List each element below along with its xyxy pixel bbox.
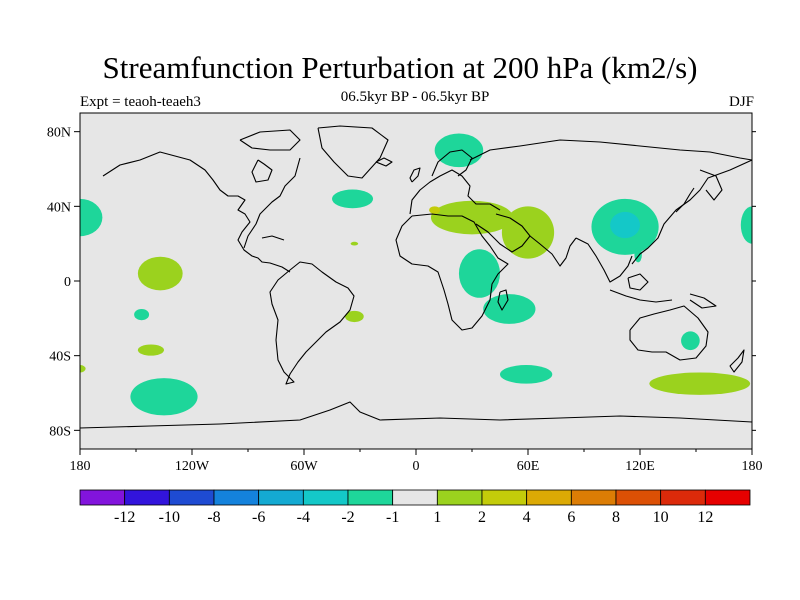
coastlines xyxy=(80,125,752,429)
colorbar-label: 8 xyxy=(612,509,620,526)
colorbar-swatch xyxy=(704,489,751,506)
x-tick-label: 180 xyxy=(742,459,763,474)
coast-north-america-east xyxy=(243,157,301,249)
colorbar-label: -2 xyxy=(341,509,354,526)
y-tick-label: 0 xyxy=(64,275,71,290)
contour-region-6 xyxy=(130,378,198,416)
y-tick-label: 40N xyxy=(47,200,71,215)
coast-north-america xyxy=(102,151,291,273)
colorbar-label: 10 xyxy=(653,509,669,526)
colorbar-swatch xyxy=(660,489,706,506)
colorbar-label: -12 xyxy=(114,509,135,526)
coast-kamchatka xyxy=(699,169,723,201)
contour-region-4 xyxy=(137,344,164,356)
colorbar-swatch xyxy=(302,489,349,506)
colorbar-swatch xyxy=(436,489,483,506)
contour-region-15 xyxy=(483,294,536,324)
colorbar-label: -8 xyxy=(207,509,220,526)
contour-region-9 xyxy=(345,310,364,323)
coast-hudson-bay xyxy=(251,159,273,183)
contour-region-21 xyxy=(649,372,751,395)
colorbar-swatch xyxy=(124,489,170,506)
y-tick-label: 80N xyxy=(47,126,71,141)
coast-uk xyxy=(409,167,421,183)
coast-new-guinea xyxy=(689,293,717,309)
y-tick-label: 40S xyxy=(49,350,71,365)
colorbar-swatch xyxy=(481,489,528,506)
x-tick-label: 60W xyxy=(290,459,318,474)
coast-europe xyxy=(409,169,501,215)
colorbar-label: 1 xyxy=(433,509,441,526)
coast-antarctica xyxy=(80,401,752,429)
coast-australia xyxy=(629,305,709,361)
colorbar-swatch xyxy=(168,489,215,506)
coast-asia-north xyxy=(469,139,752,161)
experiment-label: Expt = teaoh-teaeh3 xyxy=(80,94,201,110)
colorbar-swatch xyxy=(79,489,126,506)
contour-region-2 xyxy=(137,256,183,291)
colorbar-swatch xyxy=(570,489,617,506)
colorbar-swatch xyxy=(526,489,572,506)
period-label: 06.5kyr BP - 06.5kyr BP xyxy=(340,89,490,105)
colorbar-label: 2 xyxy=(478,509,486,526)
x-tick-label: 120W xyxy=(175,459,210,474)
colorbar-swatch xyxy=(258,489,304,506)
colorbar-swatch xyxy=(213,489,260,506)
colorbar-swatch xyxy=(392,489,438,506)
coast-india xyxy=(529,235,577,267)
x-tick-label: 120E xyxy=(625,459,655,474)
contour-region-17 xyxy=(610,211,640,239)
coast-borneo xyxy=(627,273,649,291)
contour-region-20 xyxy=(500,365,553,384)
colorbar-swatch xyxy=(347,489,394,506)
contour-region-19 xyxy=(681,331,700,351)
coast-new-zealand xyxy=(729,349,745,373)
contour-region-5 xyxy=(80,365,86,373)
coast-japan xyxy=(675,187,695,213)
contour-region-14 xyxy=(458,249,500,298)
coast-arabia xyxy=(475,213,531,253)
season-label: DJF xyxy=(728,94,754,110)
coast-madagascar xyxy=(497,289,509,311)
coast-cuba xyxy=(261,235,285,241)
colorbar-label: -1 xyxy=(386,509,399,526)
coast-arctic-islands xyxy=(239,129,301,151)
coast-scandinavia xyxy=(431,149,473,177)
contour-region-11 xyxy=(430,200,514,235)
colorbar-label: -4 xyxy=(297,509,310,526)
x-tick-label: 0 xyxy=(413,459,420,474)
contour-region-8 xyxy=(350,241,359,246)
plot-title: Streamfunction Perturbation at 200 hPa (… xyxy=(102,50,698,85)
colorbar: -12 -10 -8 -6 -4 -2 -1 1 2 4 6 8 10 12 xyxy=(79,489,751,526)
coast-africa xyxy=(395,213,509,331)
x-tick-label: 180 xyxy=(70,459,91,474)
coast-iceland xyxy=(375,157,393,167)
colorbar-label: 12 xyxy=(697,509,713,526)
coast-southeast-asia xyxy=(575,237,633,283)
colorbar-label: 6 xyxy=(567,509,575,526)
colorbar-label: 4 xyxy=(523,509,531,526)
y-tick-label: 80S xyxy=(49,424,71,439)
colorbar-label: -6 xyxy=(252,509,265,526)
coast-indonesia xyxy=(609,289,673,303)
colorbar-swatch xyxy=(615,489,662,506)
x-tick-label: 60E xyxy=(517,459,540,474)
contour-region-7 xyxy=(332,189,374,209)
colorbar-label: -10 xyxy=(159,509,180,526)
coast-south-america xyxy=(269,261,355,385)
contour-region-0 xyxy=(80,198,103,237)
contour-regions xyxy=(80,133,752,416)
contour-region-1 xyxy=(740,206,752,244)
contour-region-3 xyxy=(134,309,150,321)
coast-greenland xyxy=(317,125,389,179)
axis-ticks: 80N 40N 0 40S 80S 180 120W 60W 0 60E 120E 180 xyxy=(47,126,763,474)
contour-region-13 xyxy=(429,206,441,214)
